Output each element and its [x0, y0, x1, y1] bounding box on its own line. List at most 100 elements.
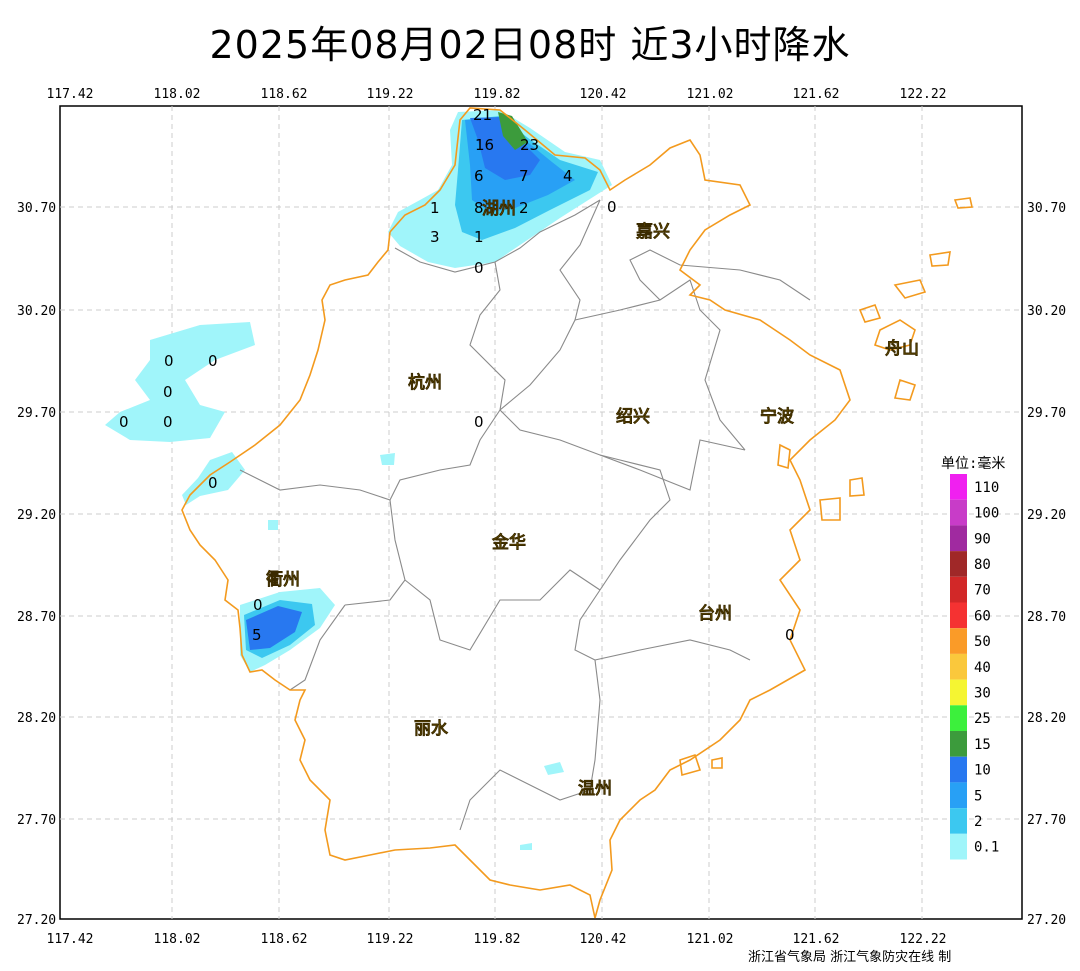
lon-tick: 119.82	[474, 932, 521, 947]
station-value: 3	[430, 228, 440, 246]
lon-tick: 122.22	[900, 932, 947, 947]
legend-swatch	[950, 499, 967, 526]
precipitation-areas	[105, 110, 612, 850]
lat-ticks-right: 30.70 30.20 29.70 29.20 28.70 28.20 27.7…	[1027, 201, 1066, 928]
station-value: 0	[208, 474, 218, 492]
lon-tick: 119.22	[367, 87, 414, 102]
rain-area-misc2	[544, 762, 564, 775]
station-value: 0	[253, 596, 263, 614]
legend-label: 70	[974, 583, 991, 599]
station-value: 1	[430, 199, 440, 217]
legend-label: 0.1	[974, 840, 999, 856]
legend-label: 5	[974, 788, 982, 804]
lat-tick: 28.70	[1027, 610, 1066, 625]
legend-label: 90	[974, 531, 991, 547]
station-value: 0	[163, 383, 173, 401]
rain-area-light-west2	[182, 452, 245, 505]
lat-tick: 27.70	[1027, 813, 1066, 828]
rain-area-5mm-southwest	[246, 606, 302, 650]
lon-tick: 118.02	[154, 932, 201, 947]
legend-swatch	[950, 833, 967, 860]
lat-tick: 29.70	[17, 406, 56, 421]
lon-tick: 121.62	[793, 87, 840, 102]
station-value: 0	[208, 352, 218, 370]
city-labels: 嘉兴 湖州 杭州 绍兴 宁波 舟山 金华 衢州 台州 丽水 温州	[266, 199, 919, 799]
city-label-jiaxing: 嘉兴	[635, 221, 670, 242]
legend-label: 60	[974, 608, 991, 624]
legend-swatch	[950, 653, 967, 680]
lon-tick: 120.42	[580, 932, 627, 947]
lon-tick: 121.02	[687, 932, 734, 947]
lat-tick: 27.70	[17, 813, 56, 828]
lat-tick: 30.20	[17, 304, 56, 319]
lon-ticks-top: 117.42 118.02 118.62 119.22 119.82 120.4…	[47, 87, 947, 102]
lat-tick: 27.20	[17, 913, 56, 928]
map-title: 2025年08月02日08时 近3小时降水	[209, 23, 851, 67]
legend-label: 25	[974, 711, 991, 727]
lat-tick: 29.20	[17, 508, 56, 523]
station-value: 21	[473, 106, 492, 124]
legend-swatch	[950, 551, 967, 577]
rain-area-15mm-north	[498, 112, 528, 150]
lat-tick: 30.70	[1027, 201, 1066, 216]
station-value: 0	[119, 413, 129, 431]
lon-tick: 121.02	[687, 87, 734, 102]
station-value: 0	[474, 413, 484, 431]
legend-swatch	[950, 756, 967, 783]
station-value: 0	[607, 198, 617, 216]
station-value: 6	[474, 167, 484, 185]
lon-tick: 121.62	[793, 932, 840, 947]
station-value: 0	[164, 352, 174, 370]
legend-label: 110	[974, 480, 999, 496]
credit-text: 浙江省气象局 浙江气象防灾在线 制	[748, 950, 952, 965]
legend-label: 10	[974, 763, 991, 779]
lat-tick: 28.20	[17, 711, 56, 726]
legend: 单位:毫米 110 100 90 80 70 60 50 40 30 25 15 10 5 2 0.1	[941, 455, 1005, 860]
lon-tick: 118.62	[261, 87, 308, 102]
lon-tick: 119.22	[367, 932, 414, 947]
legend-label: 30	[974, 685, 991, 701]
lat-tick: 27.20	[1027, 913, 1066, 928]
city-boundaries	[239, 199, 811, 831]
lat-tick: 29.20	[1027, 508, 1066, 523]
legend-swatch	[950, 731, 967, 757]
legend-swatch	[950, 679, 967, 706]
station-value: 7	[519, 167, 529, 185]
station-value: 0	[163, 413, 173, 431]
legend-label: 15	[974, 737, 991, 753]
legend-label: 40	[974, 660, 991, 676]
city-label-hangzhou: 杭州	[408, 372, 442, 393]
station-value: 23	[520, 136, 539, 154]
legend-swatch	[950, 705, 967, 731]
legend-swatch	[950, 628, 967, 654]
legend-swatch	[950, 525, 967, 552]
rain-area-misc4	[380, 453, 395, 465]
lat-tick: 28.70	[17, 610, 56, 625]
city-label-lishui: 丽水	[414, 718, 449, 739]
city-label-ningbo: 宁波	[760, 406, 795, 427]
lon-tick: 117.42	[47, 932, 94, 947]
city-label-quzhou: 衢州	[266, 569, 300, 590]
legend-swatch	[950, 808, 967, 834]
legend-swatch	[950, 782, 967, 809]
lon-tick: 119.82	[474, 87, 521, 102]
legend-swatch	[950, 576, 967, 603]
legend-items: 110 100 90 80 70 60 50 40 30 25 15 10 5 2 0.1	[950, 474, 999, 860]
legend-label: 100	[974, 506, 999, 522]
lon-tick: 120.42	[580, 87, 627, 102]
station-value: 16	[475, 136, 494, 154]
province-border	[181, 107, 973, 919]
lat-ticks-left: 30.70 30.20 29.70 29.20 28.70 28.20 27.7…	[17, 201, 56, 928]
city-label-huzhou: 湖州	[482, 199, 516, 219]
city-label-wenzhou: 温州	[578, 779, 612, 799]
lat-tick: 30.70	[17, 201, 56, 216]
legend-label: 50	[974, 634, 991, 650]
station-value: 2	[519, 199, 529, 217]
legend-title: 单位:毫米	[941, 455, 1005, 472]
legend-label: 2	[974, 814, 982, 830]
city-label-shaoxing: 绍兴	[616, 406, 650, 427]
lat-tick: 29.70	[1027, 406, 1066, 421]
lat-tick: 30.20	[1027, 304, 1066, 319]
lon-ticks-bottom: 117.42 118.02 118.62 119.22 119.82 120.4…	[47, 932, 947, 947]
